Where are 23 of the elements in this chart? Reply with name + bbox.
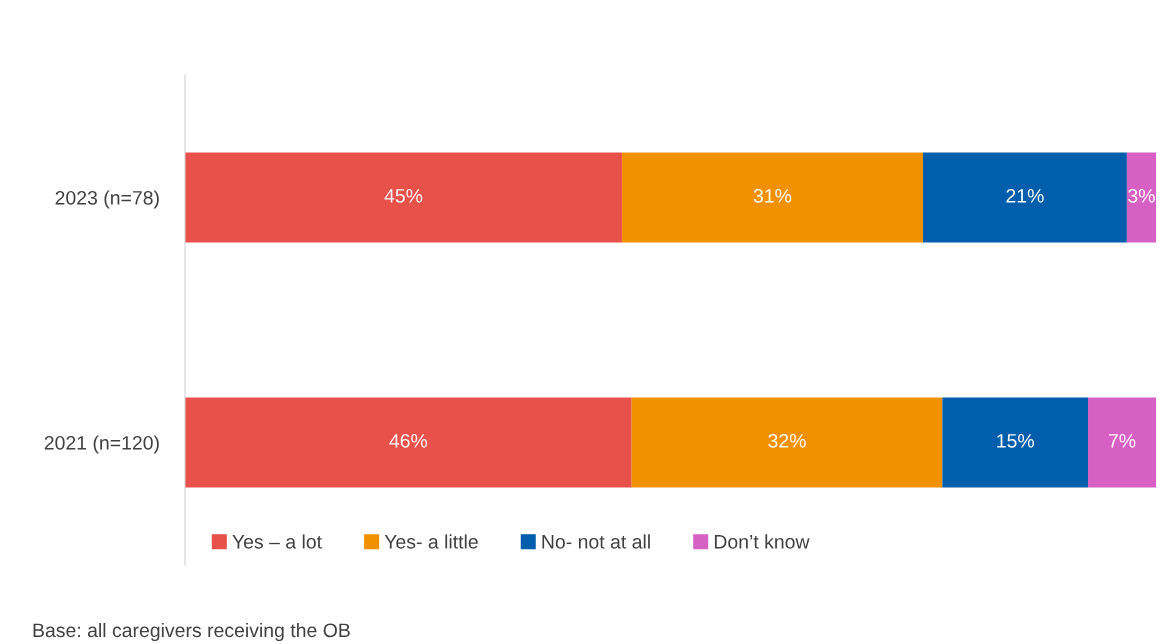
data-label: 32%: [768, 433, 806, 448]
y-tick-label: 2021 (n=120): [44, 435, 159, 454]
data-label: 3%: [1128, 188, 1155, 203]
legend-label: Don’t know: [714, 534, 810, 549]
bar: [922, 152, 1127, 243]
bar: [631, 397, 943, 488]
bar: [185, 397, 632, 488]
data-label: 15%: [997, 434, 1034, 448]
bar: [185, 152, 622, 243]
data-label: 21%: [1006, 188, 1044, 203]
data-label: 31%: [753, 188, 792, 203]
bar: [1126, 152, 1156, 243]
data-label: 45%: [384, 189, 423, 203]
bar: [621, 152, 923, 243]
legend-label: Yes – a lot: [232, 534, 322, 549]
bar: [942, 397, 1089, 488]
bar: [1088, 397, 1156, 488]
data-label: 46%: [389, 433, 428, 448]
legend-label: No- not at all: [542, 534, 650, 549]
data-label: 7%: [1108, 434, 1136, 448]
text: Base: all caregivers receiving the OB: [33, 622, 350, 642]
y-tick-label: 2023 (n=78): [55, 190, 159, 209]
legend-label: Yes- a little: [384, 534, 478, 549]
